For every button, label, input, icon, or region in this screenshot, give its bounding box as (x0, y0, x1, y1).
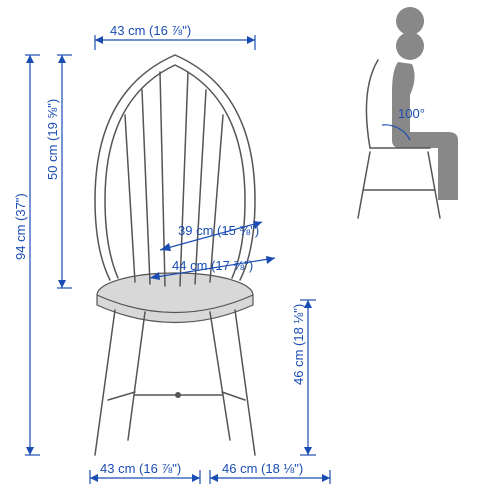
dimensions: 43 cm (16 ⅞") 94 cm (37") 50 cm (19 ⅝") … (13, 23, 330, 484)
dim-height-total: 94 cm (37") (13, 193, 28, 260)
dim-seat-depth: 39 cm (15 ⅜") (178, 223, 259, 238)
dim-back-height: 50 cm (19 ⅝") (45, 99, 60, 180)
angle-label: 100° (398, 106, 425, 121)
dim-seat-height: 46 cm (18 ⅛") (291, 304, 306, 385)
chair-side-silhouette: 100° (358, 7, 458, 218)
chair-main (95, 55, 255, 455)
dimension-diagram: 100° 43 cm (16 ⅞") 94 cm (37") 50 cm (19… (0, 0, 500, 500)
dim-base-depth: 46 cm (18 ⅛") (222, 461, 303, 476)
dim-base-width: 43 cm (16 ⅞") (100, 461, 181, 476)
dim-width-top: 43 cm (16 ⅞") (110, 23, 191, 38)
dim-seat-width: 44 cm (17 ⅜") (172, 258, 253, 273)
